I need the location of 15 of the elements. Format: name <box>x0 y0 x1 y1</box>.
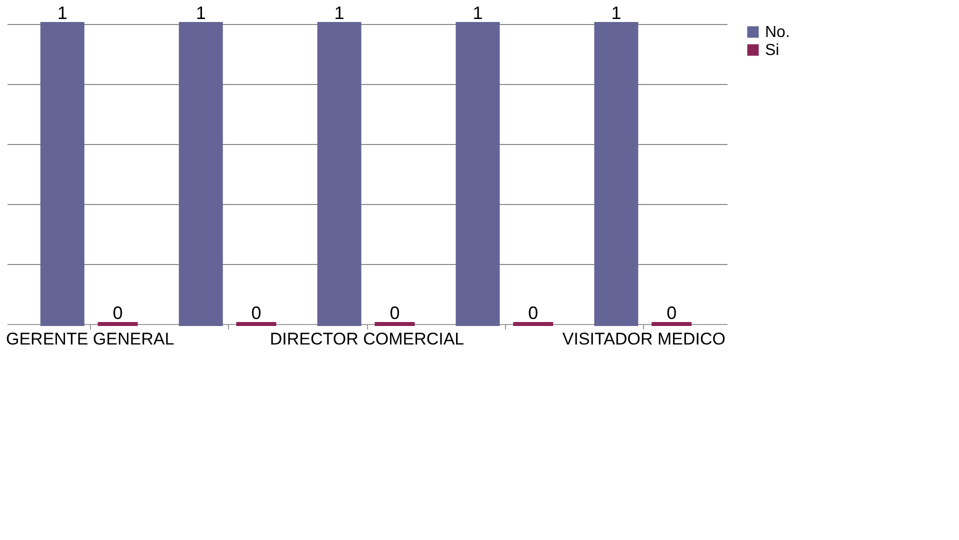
legend-label: No. <box>765 24 790 41</box>
data-label: 0 <box>528 303 538 323</box>
data-label: 1 <box>611 3 622 23</box>
x-tick-label: VISITADOR MEDICO <box>562 330 726 348</box>
data-label: 0 <box>112 303 123 323</box>
data-label: 1 <box>196 3 206 23</box>
data-label: 1 <box>334 3 344 23</box>
data-label: 0 <box>666 303 677 323</box>
data-label: 1 <box>472 3 483 23</box>
data-label: 0 <box>390 303 400 323</box>
data-label: 0 <box>251 303 262 323</box>
x-tick-label: GERENTE GENERAL <box>6 330 174 348</box>
legend-label: Si <box>765 42 780 59</box>
data-label: 1 <box>57 3 68 23</box>
x-tick-label: DIRECTOR COMERCIAL <box>270 330 464 348</box>
